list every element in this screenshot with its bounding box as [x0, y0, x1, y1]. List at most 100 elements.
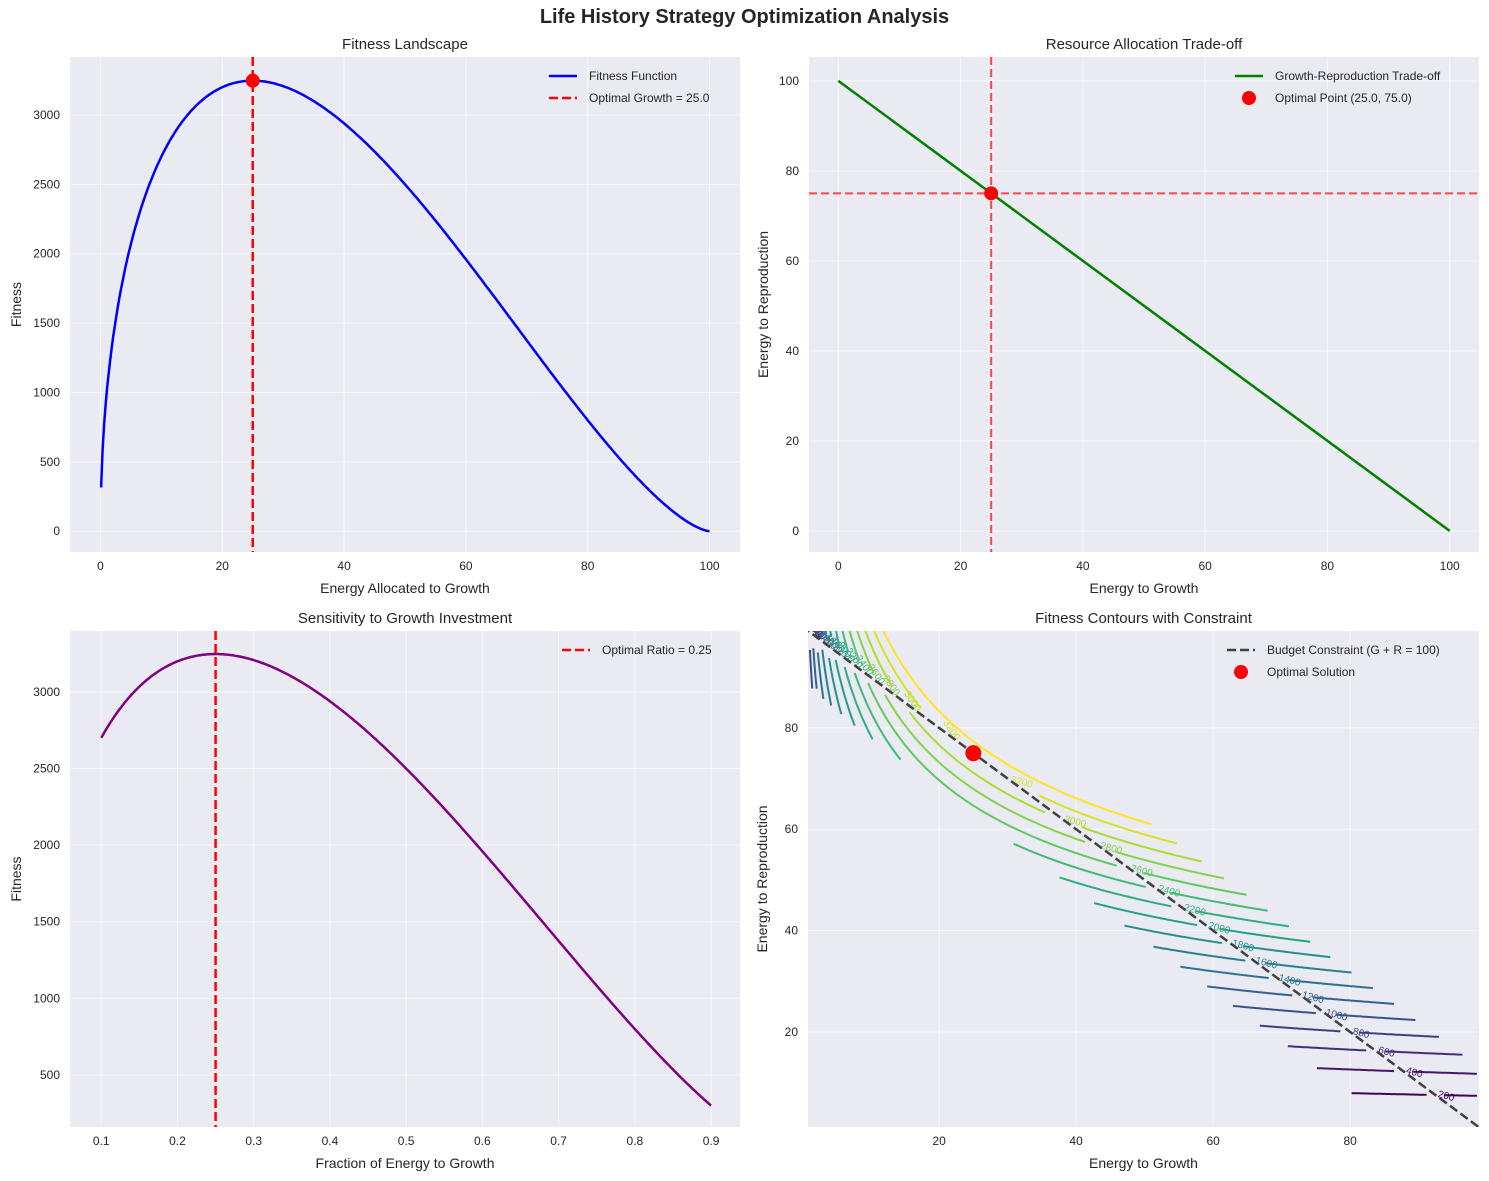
x-tick-label: 100	[1440, 559, 1460, 573]
legend-label: Fitness Function	[589, 69, 677, 83]
contour-line	[835, 631, 840, 645]
y-tick-label: 80	[786, 164, 800, 178]
y-tick-label: 1000	[33, 385, 60, 399]
budget-constraint-line	[808, 631, 1479, 1127]
contour-line	[1170, 891, 1268, 912]
y-tick-label: 20	[786, 434, 800, 448]
contour-line	[1194, 910, 1289, 928]
contour-line	[828, 657, 843, 715]
contour-line	[1288, 979, 1373, 990]
contour-line	[884, 694, 1086, 844]
subplot-3: 0.1 0.2 0.3 0.4 0.5 0.6 0.7 0.8 0.9 500 1000 1500 20…	[8, 610, 740, 1171]
y-tick-label: 1500	[33, 915, 60, 929]
x-tick-label: 0.9	[703, 1134, 720, 1148]
x-tick-label: 40	[1076, 559, 1090, 573]
x-tick-label: 20	[216, 559, 230, 573]
x-tick-label: 80	[581, 559, 595, 573]
y-tick-label: 100	[779, 74, 799, 88]
x-tick-label: 60	[1206, 1134, 1220, 1148]
contour-line	[848, 631, 861, 662]
y-tick-label: 0	[53, 524, 60, 538]
x-axis-label: Energy to Growth	[1090, 580, 1199, 596]
contour-line	[1013, 842, 1146, 888]
figure-title: Life History Strategy Optimization Analy…	[539, 6, 950, 28]
contour-line	[1444, 1094, 1477, 1097]
x-tick-label: 0.2	[169, 1134, 186, 1148]
y-axis-label: Energy to Reproduction	[755, 231, 771, 378]
contour-line	[1038, 794, 1178, 845]
contour-line	[841, 631, 849, 652]
contour-line	[867, 682, 1117, 867]
contour-line	[1124, 924, 1222, 945]
contour-line	[823, 631, 827, 637]
legend-label: Budget Constraint (G + R = 100)	[1267, 643, 1440, 657]
tradeoff-line	[837, 79, 1451, 532]
contour-line	[829, 631, 833, 637]
plot-area	[100, 631, 712, 1127]
x-axis-label: Energy Allocated to Growth	[320, 580, 490, 596]
x-axis-label: Fraction of Energy to Growth	[316, 1155, 495, 1171]
contour-line	[816, 652, 825, 700]
contour-line	[1180, 965, 1269, 979]
plot-area	[809, 57, 1479, 552]
contour-line	[908, 711, 1046, 814]
contour-line	[843, 666, 874, 740]
y-axis-label: Fitness	[8, 856, 24, 901]
y-tick-label: 2500	[33, 762, 60, 776]
contour-line	[1335, 1013, 1416, 1021]
subplot-title: Fitness Contours with Constraint	[1035, 610, 1253, 627]
contour-label: 800	[809, 622, 828, 642]
x-tick-label: 0	[835, 559, 842, 573]
contour-line	[873, 631, 922, 709]
y-tick-label: 3000	[33, 685, 60, 699]
contour-line	[834, 659, 856, 726]
y-tick-label: 40	[785, 924, 799, 938]
contour-line	[1359, 1031, 1439, 1038]
legend-entry: Growth-Reproduction Trade-off	[1235, 69, 1441, 83]
x-tick-label: 80	[1321, 559, 1335, 573]
contour-line	[1207, 985, 1293, 997]
contour-line	[1115, 850, 1225, 880]
contour-line	[1153, 945, 1246, 962]
contour-line	[1316, 1067, 1395, 1073]
legend-label: Growth-Reproduction Trade-off	[1275, 69, 1441, 83]
y-tick-label: 500	[40, 455, 60, 469]
y-tick-label: 60	[786, 254, 800, 268]
x-tick-label: 60	[1198, 559, 1212, 573]
y-tick-label: 2000	[33, 838, 60, 852]
contour-line	[821, 649, 833, 706]
contour-line	[1287, 1045, 1367, 1052]
contour-line	[853, 672, 902, 761]
x-tick-label: 40	[1069, 1134, 1083, 1148]
y-tick-label: 500	[40, 1068, 60, 1082]
y-tick-label: 2500	[33, 177, 60, 191]
contour-line	[1232, 1004, 1316, 1015]
plot-background	[70, 631, 740, 1127]
contour-line	[1312, 996, 1395, 1005]
x-tick-label: 0	[97, 559, 104, 573]
y-tick-label: 1500	[33, 316, 60, 330]
optimal-point-marker	[984, 186, 999, 201]
x-tick-label: 20	[932, 1134, 946, 1148]
legend-label: Optimal Ratio = 0.25	[602, 643, 712, 657]
sensitivity-curve	[100, 652, 712, 1107]
contour-line	[1385, 1050, 1463, 1056]
contour-line	[1143, 871, 1247, 896]
subplot-title: Fitness Landscape	[342, 36, 468, 53]
x-tick-label: 0.7	[550, 1134, 567, 1148]
subplot-title: Resource Allocation Trade-off	[1046, 36, 1243, 53]
y-tick-label: 80	[785, 721, 799, 735]
legend-label: Optimal Point (25.0, 75.0)	[1275, 91, 1412, 105]
y-tick-label: 40	[786, 344, 800, 358]
x-tick-label: 0.5	[398, 1134, 415, 1148]
y-tick-label: 1000	[33, 991, 60, 1005]
optimal-point-marker	[245, 73, 260, 88]
subplot-4: 20 40 60 80 20 40 60 80 Fitness Contours with Co…	[754, 610, 1479, 1171]
contour-line	[1081, 826, 1202, 863]
x-tick-label: 60	[459, 559, 473, 573]
subplot-2: 0 20 40 60 80 100 0 20 40 60 80 100 Resource Allocat…	[755, 36, 1479, 596]
y-axis-label: Energy to Reproduction	[754, 805, 770, 952]
contour-line	[1351, 1092, 1427, 1096]
y-tick-label: 20	[785, 1025, 799, 1039]
x-tick-label: 80	[1344, 1134, 1358, 1148]
